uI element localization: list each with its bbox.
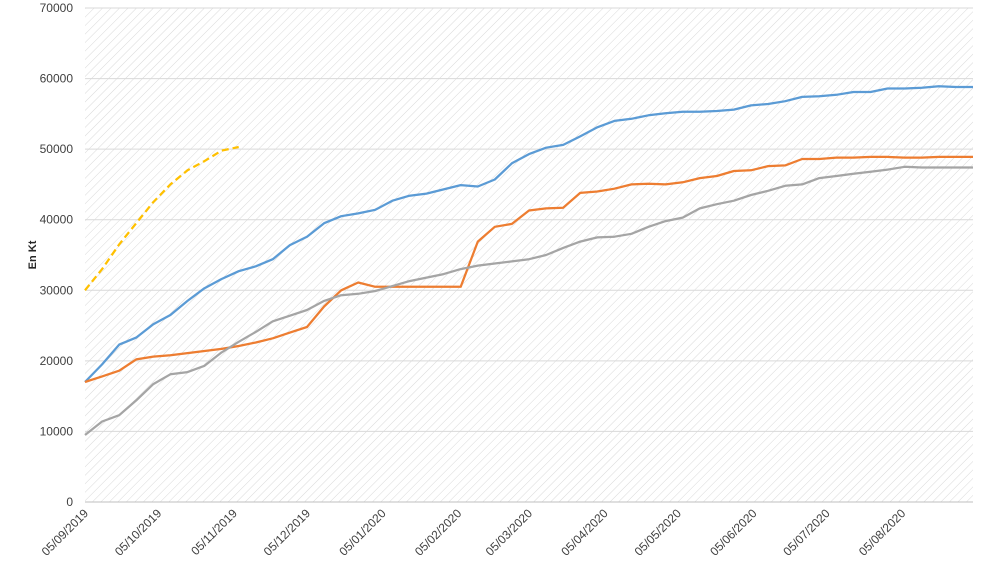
x-tick-label: 05/06/2020 [707, 506, 760, 559]
x-tick-label: 05/04/2020 [558, 506, 611, 559]
x-tick-label: 05/07/2020 [780, 506, 833, 559]
series-line-1 [84, 85, 973, 383]
plot-area-background [85, 8, 973, 502]
y-axis-label: En Kt [27, 240, 39, 269]
series-lines [84, 85, 973, 436]
x-axis-ticks: 05/09/2019 05/10/2019 05/11/2019 05/12/2019… [39, 506, 909, 559]
series-line-3 [84, 165, 973, 436]
x-tick-label: 05/10/2019 [112, 506, 165, 559]
x-tick-label: 05/12/2019 [261, 506, 314, 559]
series-line-4 [84, 145, 239, 292]
y-tick-label: 10000 [40, 424, 74, 438]
x-tick-label: 05/09/2019 [39, 506, 92, 559]
y-tick-label: 70000 [40, 1, 74, 15]
y-axis-ticks: 0 10000 20000 30000 40000 50000 60000 70000 [40, 1, 74, 509]
x-tick-label: 05/11/2019 [188, 506, 240, 558]
y-tick-label: 50000 [40, 142, 74, 156]
x-tick-label: 05/03/2020 [483, 506, 536, 559]
y-tick-label: 30000 [40, 283, 74, 297]
series-line-2 [84, 155, 973, 384]
y-tick-label: 0 [66, 495, 73, 509]
x-tick-label: 05/01/2020 [336, 506, 389, 559]
x-tick-label: 05/05/2020 [632, 506, 685, 559]
x-tick-label: 05/08/2020 [856, 506, 909, 559]
x-tick-label: 05/02/2020 [412, 506, 465, 559]
y-tick-label: 20000 [40, 354, 74, 368]
y-tick-label: 40000 [40, 213, 74, 227]
y-tick-label: 60000 [40, 72, 74, 86]
